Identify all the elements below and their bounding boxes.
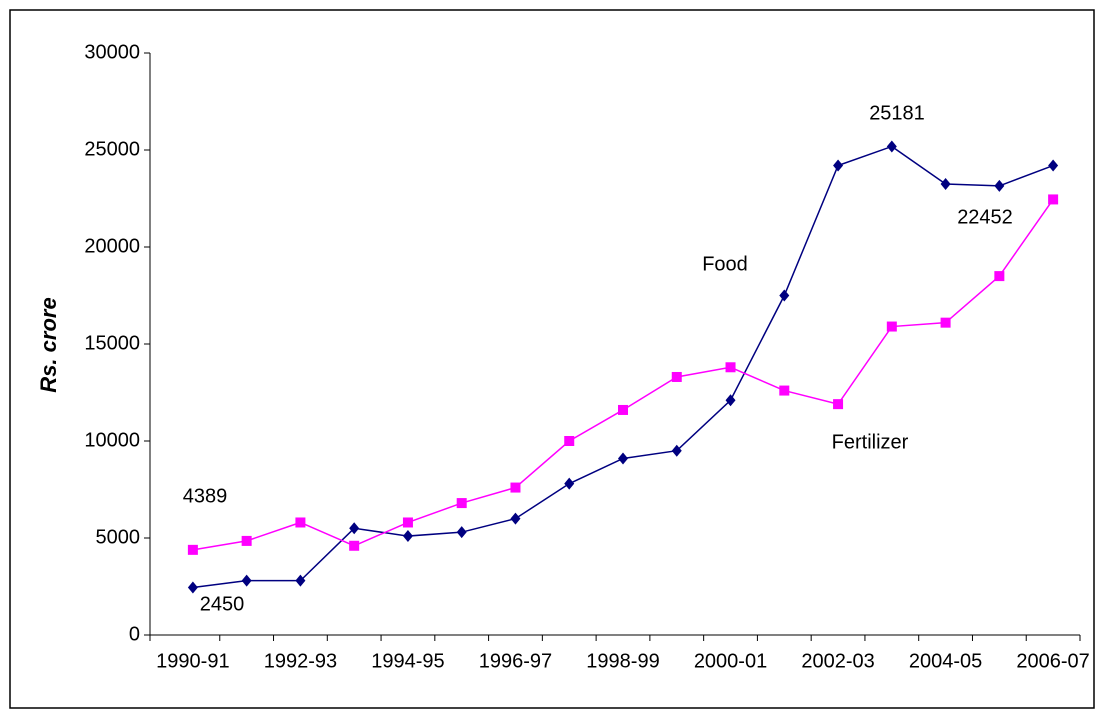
point-marker xyxy=(886,140,897,153)
point-marker xyxy=(1048,159,1059,172)
point-marker xyxy=(564,436,575,446)
point-marker xyxy=(725,362,736,373)
chart-frame xyxy=(9,9,1095,709)
data-label: 22452 xyxy=(957,206,1013,228)
y-tick-label: 0 xyxy=(129,623,140,645)
y-tick-label: 10000 xyxy=(84,429,140,451)
point-marker xyxy=(618,404,628,415)
y-tick-label: 30000 xyxy=(84,41,140,63)
point-marker xyxy=(456,526,467,539)
point-marker xyxy=(456,498,467,509)
point-marker xyxy=(564,477,575,490)
point-marker xyxy=(779,385,790,396)
point-marker xyxy=(833,399,844,410)
point-marker xyxy=(349,522,360,535)
point-marker xyxy=(940,317,951,328)
point-marker xyxy=(187,581,198,594)
x-tick-label: 1998-99 xyxy=(586,650,659,672)
point-marker xyxy=(1048,194,1059,205)
point-marker xyxy=(241,535,252,546)
point-marker xyxy=(187,544,198,555)
point-marker xyxy=(241,574,252,587)
point-marker xyxy=(940,177,951,190)
point-marker xyxy=(671,444,682,457)
point-marker xyxy=(402,517,413,528)
point-marker xyxy=(510,512,521,525)
point-marker xyxy=(886,321,897,332)
x-tick-label: 1996-97 xyxy=(479,650,552,672)
data-label: 4389 xyxy=(183,485,228,507)
point-marker xyxy=(510,482,521,493)
x-tick-label: 1992-93 xyxy=(264,650,337,672)
point-marker xyxy=(295,517,306,528)
x-tick-label: 2000-01 xyxy=(694,650,767,672)
series-label: Food xyxy=(702,253,748,275)
point-marker xyxy=(295,574,306,587)
point-marker xyxy=(994,271,1005,282)
y-tick-label: 5000 xyxy=(96,526,141,548)
x-tick-label: 1994-95 xyxy=(371,650,444,672)
y-tick-label: 20000 xyxy=(84,235,140,257)
y-axis-label: Rs. crore xyxy=(36,297,61,392)
point-marker xyxy=(994,179,1005,192)
point-marker xyxy=(725,394,736,407)
series-label: Fertilizer xyxy=(832,431,909,453)
x-tick-label: 2002-03 xyxy=(801,650,874,672)
point-marker xyxy=(349,540,360,551)
data-label: 2450 xyxy=(200,593,245,615)
point-marker xyxy=(671,371,682,382)
y-tick-label: 15000 xyxy=(84,332,140,354)
x-tick-label: 1990-91 xyxy=(156,650,229,672)
point-marker xyxy=(779,289,790,302)
point-marker xyxy=(833,159,844,172)
point-marker xyxy=(618,452,628,465)
point-marker xyxy=(402,530,413,543)
y-tick-label: 25000 xyxy=(84,138,140,160)
data-label: 25181 xyxy=(869,102,925,124)
x-tick-label: 2006-07 xyxy=(1016,650,1089,672)
x-tick-label: 2004-05 xyxy=(909,650,982,672)
